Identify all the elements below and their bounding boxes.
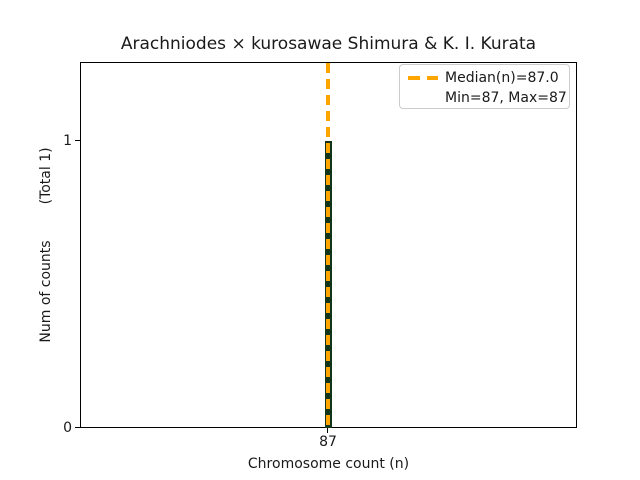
ytick-label-1: 1 xyxy=(63,133,72,149)
ytick-mark-0 xyxy=(75,427,80,429)
y-axis-label-main: Num of counts xyxy=(38,240,54,343)
ytick-mark-1 xyxy=(75,140,80,142)
median-dashed-line-swatch xyxy=(408,76,438,80)
xtick-mark-87 xyxy=(327,428,329,433)
chart-title: Arachniodes × kurosawae Shimura & K. I. … xyxy=(120,34,537,54)
x-axis-label: Chromosome count (n) xyxy=(247,456,410,472)
legend-row-minmax: Min=87, Max=87 xyxy=(408,88,567,108)
legend: Median(n)=87.0 Min=87, Max=87 xyxy=(399,64,570,109)
legend-empty-swatch xyxy=(408,96,438,100)
y-axis-label: Num of counts (Total 1) xyxy=(38,147,54,342)
legend-label-minmax: Min=87, Max=87 xyxy=(445,90,567,106)
xtick-label-87: 87 xyxy=(319,434,337,450)
median-line xyxy=(326,63,330,427)
legend-label-median: Median(n)=87.0 xyxy=(445,70,559,86)
legend-row-median: Median(n)=87.0 xyxy=(408,68,561,88)
y-axis-label-total: (Total 1) xyxy=(38,147,54,205)
ytick-label-0: 0 xyxy=(63,420,72,436)
